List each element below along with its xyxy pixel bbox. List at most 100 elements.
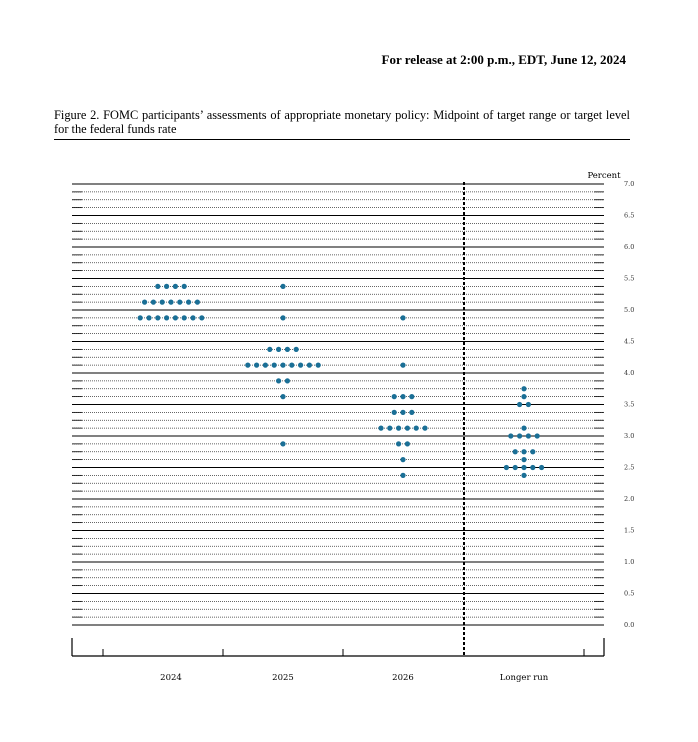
participant-dot xyxy=(400,472,406,478)
participant-dot xyxy=(404,441,410,447)
participant-dot xyxy=(199,315,205,321)
figure-title: Figure 2. FOMC participants’ assessments… xyxy=(54,108,630,136)
participant-dot xyxy=(181,283,187,289)
participant-dot xyxy=(530,449,536,455)
participant-dot xyxy=(271,362,277,368)
participant-dot xyxy=(396,441,402,447)
participant-dot xyxy=(284,346,290,352)
participant-dot xyxy=(181,315,187,321)
participant-dot xyxy=(413,425,419,431)
participant-dot xyxy=(177,299,183,305)
participant-dot xyxy=(172,315,178,321)
participant-dot xyxy=(521,394,527,400)
participant-dot xyxy=(190,315,196,321)
y-tick-label: 7.0 xyxy=(624,180,634,188)
participant-dot xyxy=(289,362,295,368)
participant-dot xyxy=(521,464,527,471)
category-label: Longer run xyxy=(500,673,549,683)
participant-dot xyxy=(521,449,527,455)
participant-dot xyxy=(400,394,406,400)
participant-dot xyxy=(409,394,415,400)
participant-dot xyxy=(521,472,527,478)
participant-dot xyxy=(186,299,192,305)
dots xyxy=(137,283,545,478)
participant-dot xyxy=(521,457,527,463)
participant-dot xyxy=(172,283,178,289)
participant-dot xyxy=(530,464,536,471)
participant-dot xyxy=(391,394,397,400)
participant-dot xyxy=(525,433,532,439)
y-tick-label: 6.0 xyxy=(624,243,634,251)
participant-dot xyxy=(315,362,321,368)
participant-dot xyxy=(512,464,518,471)
category-label: 2025 xyxy=(272,673,294,683)
participant-dot xyxy=(164,315,170,321)
participant-dot xyxy=(194,299,200,305)
participant-dot xyxy=(280,283,286,289)
participant-dot xyxy=(409,409,415,415)
participant-dot xyxy=(517,433,523,439)
title-rule xyxy=(54,139,630,140)
participant-dot xyxy=(400,362,406,368)
participant-dot xyxy=(391,409,397,415)
participant-dot xyxy=(280,362,286,368)
release-line: For release at 2:00 p.m., EDT, June 12, … xyxy=(381,52,626,67)
x-axis xyxy=(71,182,605,657)
participant-dot xyxy=(164,283,170,289)
y-tick-label: 1.0 xyxy=(624,558,634,566)
y-tick-label: 5.0 xyxy=(624,306,634,314)
participant-dot xyxy=(155,283,161,289)
y-tick-label: 3.0 xyxy=(624,432,634,440)
participant-dot xyxy=(422,425,428,431)
participant-dot xyxy=(517,401,523,408)
participant-dot xyxy=(539,464,545,471)
participant-dot xyxy=(150,299,156,305)
participant-dot xyxy=(245,362,251,368)
participant-dot xyxy=(284,378,290,384)
y-tick-label: 2.5 xyxy=(624,464,634,472)
y-tick-label: 2.0 xyxy=(624,495,634,503)
participant-dot xyxy=(293,346,299,352)
participant-dot xyxy=(276,378,282,384)
participant-dot xyxy=(280,315,286,321)
participant-dot xyxy=(298,362,304,368)
participant-dot xyxy=(521,386,527,392)
participant-dot xyxy=(521,425,527,431)
participant-dot xyxy=(400,457,406,463)
participant-dot xyxy=(400,315,406,321)
category-label: 2024 xyxy=(160,673,182,683)
y-tick-label: 0.5 xyxy=(624,590,634,598)
grid-lines xyxy=(72,183,604,626)
participant-dot xyxy=(267,346,273,352)
participant-dot xyxy=(280,441,286,447)
y-tick-label: 0.0 xyxy=(624,621,634,629)
participant-dot xyxy=(387,425,393,431)
participant-dot xyxy=(280,394,286,400)
participant-dot xyxy=(146,315,152,321)
participant-dot xyxy=(525,401,532,408)
y-tick-label: 1.5 xyxy=(624,527,634,535)
participant-dot xyxy=(378,425,384,431)
participant-dot xyxy=(512,449,518,455)
participant-dot xyxy=(404,425,410,431)
participant-dot xyxy=(142,299,148,305)
x-category-labels: 2024 2025 2026 Longer run xyxy=(160,673,549,683)
y-tick-label: 6.5 xyxy=(624,212,634,220)
y-tick-label: 4.0 xyxy=(624,369,634,377)
participant-dot xyxy=(276,346,282,352)
participant-dot xyxy=(168,299,174,305)
participant-dot xyxy=(400,409,406,415)
y-tick-label: 5.5 xyxy=(624,275,634,283)
participant-dot xyxy=(159,299,165,305)
participant-dot xyxy=(254,362,260,368)
participant-dot xyxy=(155,315,161,321)
category-label: 2026 xyxy=(392,673,414,683)
participant-dot xyxy=(306,362,312,368)
participant-dot xyxy=(396,425,402,431)
participant-dot xyxy=(508,433,514,439)
participant-dot xyxy=(262,362,268,368)
y-tick-labels: 0.0 0.5 1.0 1.5 2.0 2.5 3.0 3.5 4.0 4.5 5.0 5.5 6.0 6… xyxy=(624,180,634,629)
participant-dot xyxy=(534,433,540,439)
participant-dot xyxy=(137,315,143,321)
participant-dot xyxy=(503,464,509,471)
